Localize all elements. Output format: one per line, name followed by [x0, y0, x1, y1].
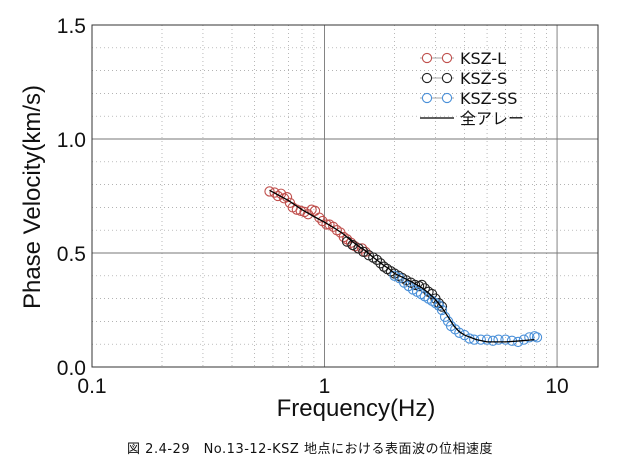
data-point	[487, 335, 499, 346]
plot-frame	[91, 24, 599, 368]
legend-label: KSZ-S	[460, 69, 507, 88]
data-point	[454, 327, 465, 338]
y-tick-label: 0.5	[57, 243, 86, 266]
data-point	[371, 254, 383, 265]
minor-grid	[92, 25, 598, 367]
legend-marker	[441, 72, 453, 84]
legend-marker	[421, 72, 433, 84]
data-point	[430, 298, 441, 309]
legend-marker	[421, 52, 433, 64]
legend-label: 全アレー	[460, 109, 524, 128]
data-point	[345, 237, 357, 248]
y-axis-label: Phase Velocity(km/s)	[19, 85, 46, 309]
x-tick-label: 1	[319, 375, 331, 398]
legend-marker	[441, 92, 453, 104]
data-point	[500, 334, 511, 345]
legend-label: KSZ-L	[460, 49, 506, 68]
data-point	[269, 187, 280, 198]
data-point	[331, 225, 343, 236]
legend-item: KSZ-L	[420, 49, 506, 68]
data-point	[529, 331, 540, 342]
x-tick-label: 0.1	[77, 375, 106, 398]
series-ksz-ss	[389, 270, 543, 348]
legend-marker	[421, 92, 433, 104]
y-tick-label: 0.0	[57, 357, 86, 380]
phase-velocity-chart: 0.1 1 10 0.0 0.5 1.0 1.5 Frequency(Hz) Phase …	[19, 15, 599, 422]
y-tick-label: 1.5	[57, 15, 86, 38]
series-line-all-array	[269, 189, 535, 343]
figure-caption: 図 2.4-29 No.13-12-KSZ 地点における表面波の位相速度	[127, 442, 493, 457]
data-point	[321, 219, 332, 230]
legend-item: 全アレー	[420, 109, 524, 128]
legend-item: KSZ-SS	[420, 89, 517, 108]
data-point	[531, 332, 543, 343]
major-grid	[92, 25, 598, 367]
series-layer	[264, 186, 543, 348]
x-axis-label: Frequency(Hz)	[277, 395, 436, 422]
data-point	[409, 279, 421, 291]
data-point	[264, 186, 275, 197]
x-axis-ticks: 0.1 1 10	[77, 375, 568, 398]
legend-item: KSZ-S	[420, 69, 507, 88]
y-tick-label: 1.0	[57, 129, 86, 152]
data-point	[328, 221, 339, 232]
data-point	[378, 261, 390, 272]
data-point	[524, 332, 535, 343]
legend-label: KSZ-SS	[460, 89, 517, 108]
data-point	[493, 334, 504, 345]
x-tick-label: 10	[545, 375, 568, 398]
data-point	[436, 304, 448, 316]
data-point	[375, 258, 386, 269]
legend-marker	[441, 52, 453, 64]
data-point	[358, 246, 369, 258]
data-point	[481, 334, 493, 345]
y-axis-ticks: 0.0 0.5 1.0 1.5	[57, 15, 86, 380]
